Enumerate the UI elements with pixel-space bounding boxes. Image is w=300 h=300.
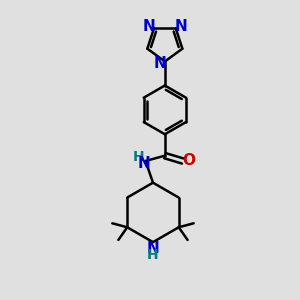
Text: O: O (183, 154, 196, 169)
Text: N: N (142, 19, 155, 34)
Text: H: H (133, 150, 145, 164)
Text: N: N (147, 241, 159, 256)
Text: H: H (147, 248, 159, 262)
Text: N: N (153, 56, 166, 71)
Text: N: N (138, 156, 150, 171)
Text: N: N (174, 19, 187, 34)
